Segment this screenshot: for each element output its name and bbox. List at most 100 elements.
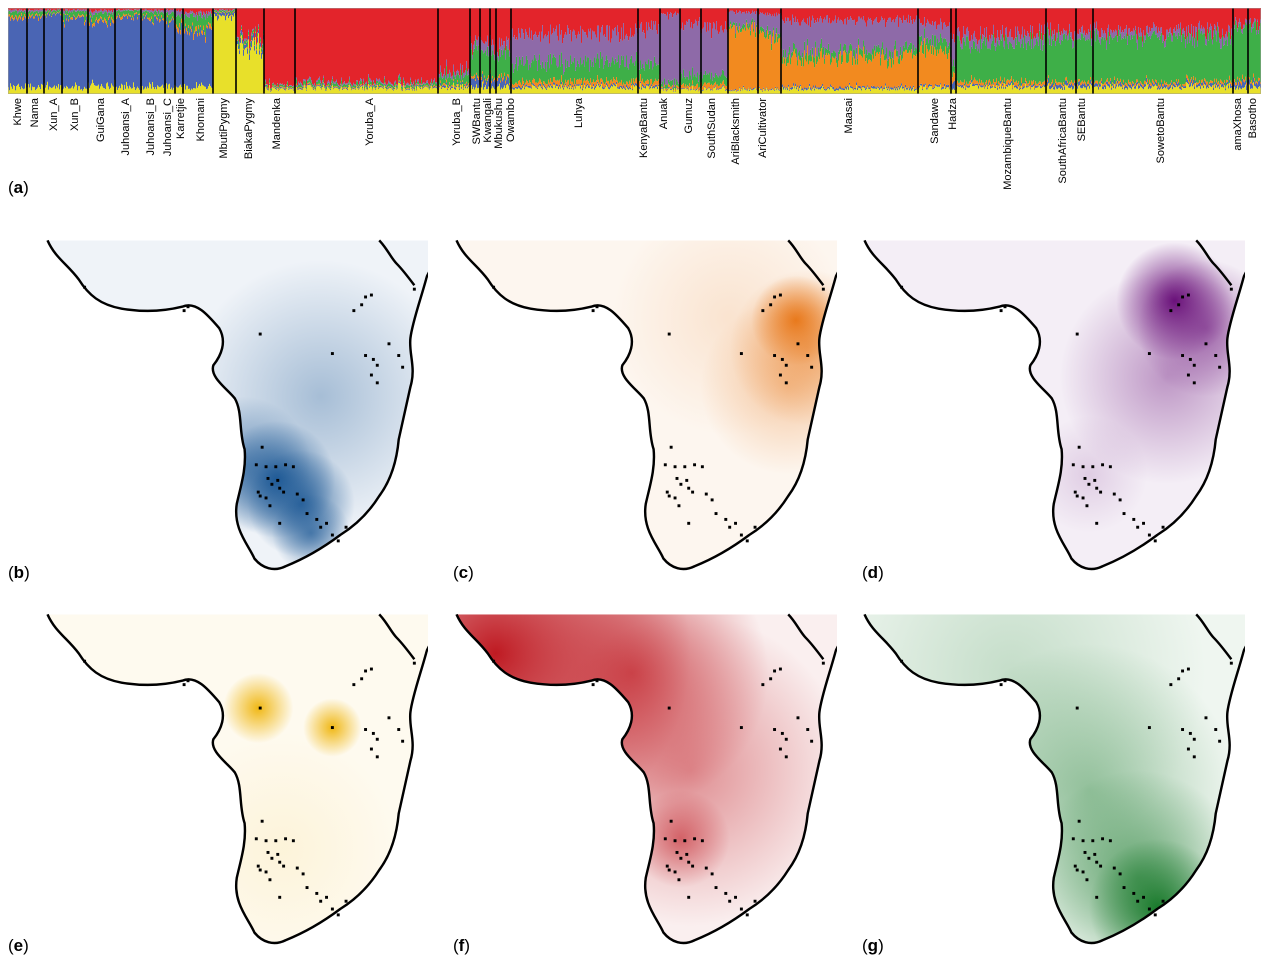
admixture-segment — [738, 12, 740, 30]
admixture-segment — [621, 27, 623, 56]
admixture-segment — [25, 8, 27, 11]
admixture-segment — [119, 15, 121, 18]
admixture-segment — [760, 89, 762, 94]
admixture-segment — [245, 8, 247, 39]
admixture-segment — [840, 86, 842, 90]
admixture-segment — [802, 20, 804, 53]
admixture-segment — [272, 84, 274, 86]
admixture-segment — [47, 13, 49, 15]
admixture-segment — [277, 83, 279, 84]
admixture-segment — [413, 87, 415, 89]
admixture-segment — [769, 13, 771, 31]
admixture-segment — [28, 16, 30, 19]
admixture-segment — [413, 88, 415, 94]
admixture-segment — [238, 45, 240, 49]
admixture-segment — [475, 80, 477, 88]
admixture-segment — [484, 77, 486, 88]
admixture-segment — [792, 8, 794, 15]
admixture-segment — [422, 88, 424, 90]
admixture-segment — [167, 17, 169, 89]
admixture-segment — [325, 90, 327, 94]
admixture-segment — [769, 30, 771, 36]
admixture-segment — [162, 84, 164, 94]
admixture-segment — [412, 89, 414, 91]
admixture-segment — [794, 8, 796, 23]
admixture-segment — [678, 89, 680, 94]
admixture-segment — [313, 86, 315, 89]
admixture-segment — [257, 33, 259, 37]
admixture-segment — [152, 82, 154, 94]
admixture-segment — [430, 82, 432, 84]
admixture-segment — [419, 8, 421, 84]
admixture-segment — [708, 8, 710, 31]
admixture-segment — [340, 87, 342, 89]
admixture-segment — [200, 27, 202, 87]
admixture-segment — [688, 79, 690, 87]
admixture-segment — [722, 81, 724, 86]
admixture-segment — [535, 31, 537, 59]
admixture-segment — [147, 10, 149, 12]
admixture-segment — [83, 9, 85, 11]
admixture-segment — [20, 19, 22, 90]
admixture-segment — [650, 88, 652, 94]
admixture-segment — [96, 85, 98, 94]
admixture-segment — [407, 84, 409, 88]
admixture-segment — [478, 79, 480, 88]
admixture-segment — [710, 79, 712, 85]
admixture-segment — [641, 80, 643, 88]
admixture-segment — [318, 78, 320, 80]
admixture-segment — [666, 8, 668, 16]
admixture-segment — [795, 83, 797, 87]
admixture-segment — [760, 8, 762, 13]
admixture-segment — [580, 88, 582, 94]
admixture-segment — [122, 10, 124, 12]
admixture-segment — [501, 73, 503, 78]
admixture-segment — [101, 9, 103, 12]
admixture-segment — [559, 84, 561, 87]
admixture-segment — [508, 49, 510, 75]
admixture-segment — [261, 58, 263, 94]
admixture-segment — [828, 43, 830, 54]
admixture-segment — [518, 65, 520, 81]
admixture-segment — [765, 35, 767, 39]
admixture-segment — [394, 87, 396, 88]
admixture-segment — [332, 8, 334, 77]
admixture-segment — [566, 86, 568, 88]
admixture-segment — [735, 8, 737, 15]
admixture-segment — [202, 8, 204, 16]
admixture-segment — [609, 89, 611, 94]
admixture-segment — [468, 86, 470, 94]
admixture-segment — [812, 87, 814, 89]
admixture-segment — [515, 8, 517, 40]
admixture-segment — [799, 25, 801, 51]
admixture-segment — [31, 10, 33, 12]
admixture-segment — [408, 83, 410, 86]
admixture-segment — [581, 85, 583, 94]
admixture-segment — [446, 8, 448, 60]
admixture-segment — [138, 13, 140, 15]
admixture-segment — [665, 84, 667, 89]
admixture-segment — [383, 83, 385, 86]
admixture-segment — [31, 90, 33, 94]
admixture-segment — [117, 89, 119, 94]
admixture-segment — [390, 8, 392, 83]
admixture-segment — [502, 89, 504, 94]
admixture-segment — [788, 62, 790, 85]
admixture-segment — [330, 88, 332, 90]
admixture-segment — [395, 8, 397, 81]
admixture-segment — [744, 8, 746, 12]
admixture-segment — [151, 18, 153, 89]
admixture-segment — [142, 20, 144, 86]
admixture-segment — [371, 81, 373, 85]
admixture-segment — [10, 8, 12, 10]
admixture-segment — [838, 8, 840, 18]
admixture-segment — [668, 79, 670, 84]
admixture-segment — [747, 90, 749, 94]
admixture-segment — [81, 9, 83, 12]
admixture-segment — [45, 87, 47, 94]
admixture-segment — [326, 8, 328, 86]
admixture-segment — [206, 8, 208, 12]
admixture-segment — [188, 13, 190, 18]
admixture-segment — [316, 8, 318, 81]
admixture-segment — [759, 14, 761, 30]
